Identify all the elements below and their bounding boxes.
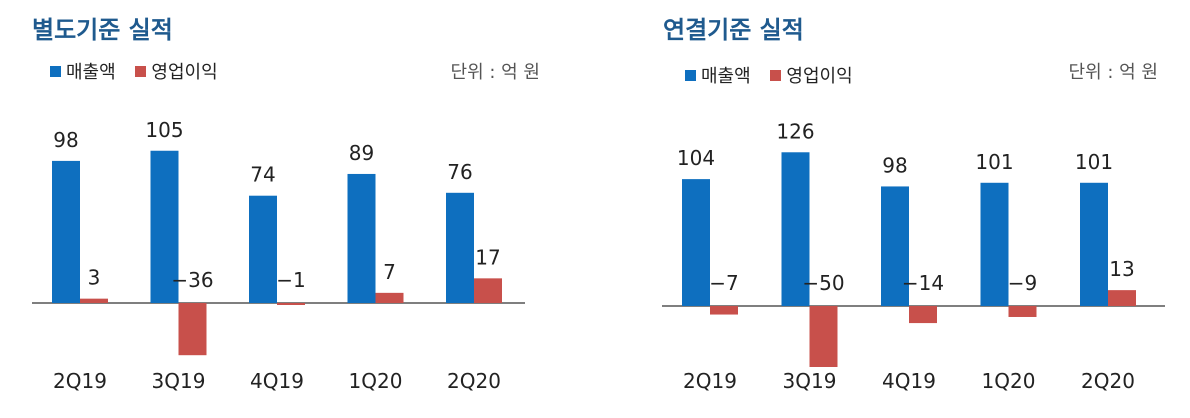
right-chart-legend: 매출액 영업이익 xyxy=(685,62,867,88)
category-label-1Q20: 1Q20 xyxy=(349,369,403,393)
right-chart-unit: 단위 : 억 원 xyxy=(1068,62,1158,83)
label-sales-2Q20: 101 xyxy=(1075,150,1113,174)
legend-label-sales: 매출액 xyxy=(66,62,116,83)
left-chart-title: 별도기준 실적 xyxy=(32,16,173,44)
category-label-2Q20: 2Q20 xyxy=(1081,369,1135,393)
category-label-2Q19: 2Q19 xyxy=(53,369,107,393)
bar-sales-3Q19 xyxy=(781,152,810,306)
label-operating-profit-4Q19: −1 xyxy=(276,268,305,292)
label-sales-2Q20: 76 xyxy=(447,160,472,184)
label-sales-4Q19: 98 xyxy=(882,153,907,177)
bar-sales-2Q19 xyxy=(682,179,710,306)
bar-operating-profit-1Q20 xyxy=(375,292,404,303)
bar-operating-profit-2Q20 xyxy=(1108,290,1136,306)
label-operating-profit-1Q20: −9 xyxy=(1008,271,1037,295)
left-chart-plot: 98 3 2Q19 105 −36 3Q19 74 −1 4Q19 89 7 1Q20 76 17 2Q20 xyxy=(32,118,525,393)
right-chart-panel: 연결기준 실적 매출액 영업이익 단위 : 억 원 104 −7 2Q19 126 −5… xyxy=(630,0,1190,418)
bar-operating-profit-2Q19 xyxy=(80,298,108,303)
category-label-1Q20: 1Q20 xyxy=(982,369,1036,393)
bar-sales-4Q19 xyxy=(881,186,909,306)
bar-sales-2Q20 xyxy=(1080,182,1108,306)
legend-label-sales: 매출액 xyxy=(701,66,751,87)
left-chart-panel: 별도기준 실적 매출액 영업이익 단위 : 억 원 98 3 2Q19 105 −36 3… xyxy=(0,0,560,418)
category-label-2Q19: 2Q19 xyxy=(683,369,737,393)
label-sales-1Q20: 101 xyxy=(975,150,1013,174)
legend-label-operating-profit: 영업이익 xyxy=(786,66,853,87)
label-operating-profit-1Q20: 7 xyxy=(383,260,396,284)
label-sales-3Q19: 126 xyxy=(776,119,814,143)
left-chart-unit: 단위 : 억 원 xyxy=(450,62,540,83)
label-sales-4Q19: 74 xyxy=(250,163,275,187)
bar-operating-profit-3Q19 xyxy=(178,303,207,356)
bar-sales-1Q20 xyxy=(980,182,1009,306)
category-label-3Q19: 3Q19 xyxy=(783,369,837,393)
bar-operating-profit-2Q19 xyxy=(710,306,738,315)
bar-sales-4Q19 xyxy=(249,195,277,303)
label-operating-profit-2Q20: 13 xyxy=(1109,257,1134,281)
label-operating-profit-3Q19: −50 xyxy=(802,271,844,295)
category-label-4Q19: 4Q19 xyxy=(882,369,936,393)
category-label-2Q20: 2Q20 xyxy=(447,369,501,393)
bar-operating-profit-4Q19 xyxy=(909,306,937,324)
legend-swatch-operating-profit xyxy=(770,70,782,81)
category-label-4Q19: 4Q19 xyxy=(250,369,304,393)
bar-sales-1Q20 xyxy=(347,173,376,303)
bar-operating-profit-4Q19 xyxy=(277,303,305,305)
legend-swatch-operating-profit xyxy=(135,66,147,77)
legend-swatch-sales xyxy=(50,66,61,77)
right-chart-plot: 104 −7 2Q19 126 −50 3Q19 98 −14 4Q19 101 −9 1Q20 101… xyxy=(662,119,1165,393)
legend-label-operating-profit: 영업이익 xyxy=(151,62,218,83)
label-operating-profit-2Q20: 17 xyxy=(475,245,500,269)
bar-sales-2Q19 xyxy=(52,160,80,303)
legend-item-operating-profit: 영업이익 xyxy=(770,62,853,88)
legend-swatch-sales xyxy=(685,70,696,81)
label-operating-profit-2Q19: −7 xyxy=(709,271,738,295)
bar-sales-2Q20 xyxy=(446,192,474,303)
category-label-3Q19: 3Q19 xyxy=(152,369,206,393)
bar-sales-3Q19 xyxy=(150,150,179,303)
legend-item-operating-profit: 영업이익 xyxy=(135,58,218,84)
label-sales-2Q19: 98 xyxy=(53,128,78,152)
bar-operating-profit-2Q20 xyxy=(474,278,502,303)
bar-operating-profit-3Q19 xyxy=(809,306,838,367)
label-sales-2Q19: 104 xyxy=(677,146,715,170)
label-operating-profit-2Q19: 3 xyxy=(88,266,101,290)
label-sales-1Q20: 89 xyxy=(349,141,374,165)
right-chart-title: 연결기준 실적 xyxy=(663,16,804,44)
label-operating-profit-4Q19: −14 xyxy=(902,271,944,295)
legend-item-sales: 매출액 xyxy=(685,62,751,88)
label-operating-profit-3Q19: −36 xyxy=(171,268,213,292)
legend-item-sales: 매출액 xyxy=(50,58,116,84)
bar-operating-profit-1Q20 xyxy=(1008,306,1037,317)
left-chart-legend: 매출액 영업이익 xyxy=(50,58,232,84)
label-sales-3Q19: 105 xyxy=(145,118,183,142)
